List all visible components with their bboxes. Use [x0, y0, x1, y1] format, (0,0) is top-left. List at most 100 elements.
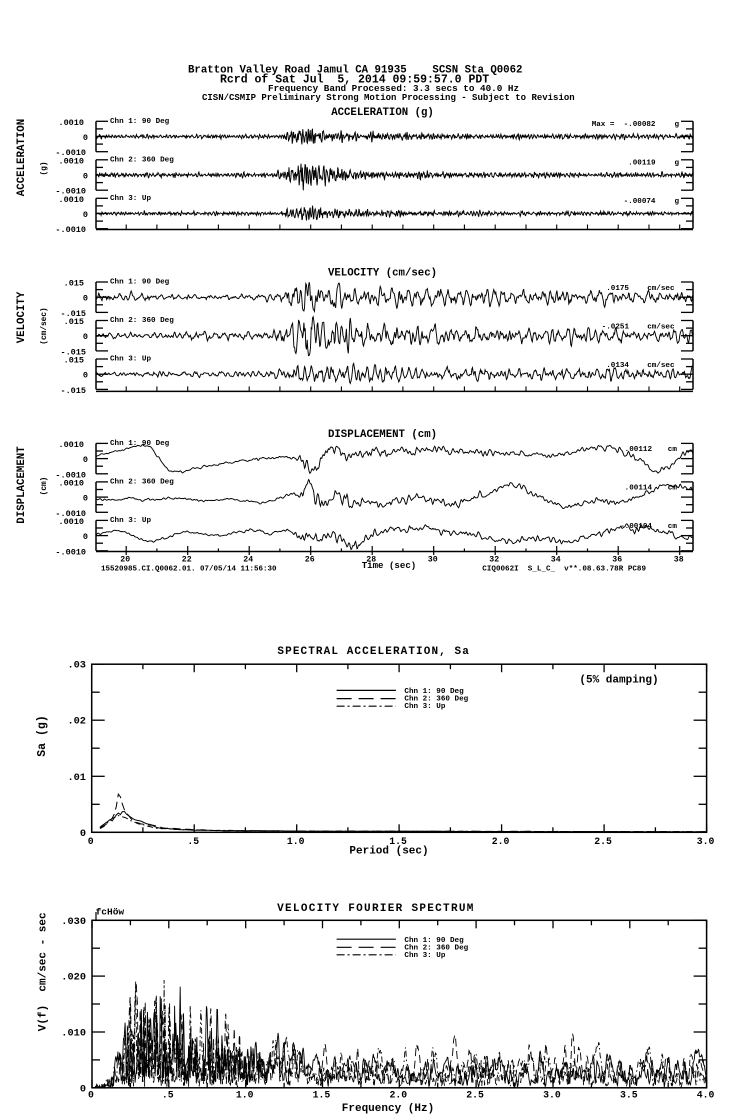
svg-text:SPECTRAL ACCELERATION, Sa: SPECTRAL ACCELERATION, Sa	[277, 646, 470, 658]
svg-text:Sa (g): Sa (g)	[36, 715, 49, 756]
svg-text:28: 28	[366, 556, 376, 565]
svg-text:-.0010: -.0010	[55, 509, 86, 519]
svg-text:0: 0	[83, 455, 88, 465]
svg-text:26: 26	[305, 556, 315, 565]
svg-text:0: 0	[88, 1090, 94, 1101]
svg-text:g: g	[675, 121, 680, 129]
svg-text:2.0: 2.0	[492, 836, 510, 847]
svg-text:(5% damping): (5% damping)	[579, 674, 658, 686]
svg-text:.015: .015	[64, 356, 84, 366]
svg-text:-.00104: -.00104	[620, 523, 652, 531]
svg-text:.0010: .0010	[58, 156, 84, 166]
svg-text:15520985.CI.Q0062.01. 07/05/14: 15520985.CI.Q0062.01. 07/05/14 11:56:30	[101, 566, 277, 574]
svg-text:0: 0	[83, 332, 88, 342]
svg-text:Chn 2: 360 Deg: Chn 2: 360 Deg	[404, 696, 468, 704]
svg-text:DISPLACEMENT (cm): DISPLACEMENT (cm)	[328, 429, 437, 441]
svg-text:cm: cm	[668, 446, 678, 454]
svg-text:.0010: .0010	[58, 440, 84, 450]
svg-text:g: g	[675, 198, 680, 206]
svg-text:Max = -.00082: Max = -.00082	[592, 121, 656, 129]
svg-text:cm/sec: cm/sec	[647, 362, 675, 370]
svg-text:.0134: .0134	[606, 362, 629, 370]
svg-text:Chn 2: 360 Deg: Chn 2: 360 Deg	[110, 479, 174, 487]
svg-text:fcHöw: fcHöw	[96, 907, 125, 918]
svg-text:0: 0	[80, 828, 86, 840]
svg-text:VELOCITY FOURIER SPECTRUM: VELOCITY FOURIER SPECTRUM	[277, 903, 475, 915]
svg-text:.0010: .0010	[58, 118, 84, 128]
svg-text:Chn 1: 90 Deg: Chn 1: 90 Deg	[110, 279, 170, 287]
svg-text:.02: .02	[67, 716, 86, 728]
svg-text:Chn 3: Up: Chn 3: Up	[404, 952, 445, 960]
svg-text:ACCELERATION (g): ACCELERATION (g)	[331, 107, 434, 119]
svg-text:4.0: 4.0	[697, 1090, 715, 1101]
svg-text:34: 34	[551, 556, 561, 565]
svg-text:.015: .015	[64, 279, 84, 289]
svg-text:.03: .03	[67, 660, 86, 672]
svg-text:32: 32	[489, 556, 499, 565]
svg-text:Chn 2: 360 Deg: Chn 2: 360 Deg	[110, 317, 174, 325]
svg-text:3.5: 3.5	[620, 1090, 638, 1101]
svg-text:cm: cm	[668, 485, 678, 493]
svg-text:-.015: -.015	[60, 309, 86, 319]
svg-text:1.5: 1.5	[389, 836, 407, 847]
svg-text:Chn 1: 90 Deg: Chn 1: 90 Deg	[110, 118, 170, 126]
svg-text:-.00074: -.00074	[624, 198, 656, 206]
svg-text:0: 0	[83, 294, 88, 304]
svg-text:cm/sec: cm/sec	[647, 324, 675, 332]
svg-text:VELOCITY (cm/sec): VELOCITY (cm/sec)	[328, 268, 437, 280]
svg-text:.010: .010	[61, 1028, 86, 1040]
svg-text:1.0: 1.0	[287, 836, 305, 847]
svg-text:Chn 3: Up: Chn 3: Up	[110, 517, 151, 525]
svg-text:V(f) cm/sec - sec: V(f) cm/sec - sec	[38, 912, 50, 1031]
svg-text:Chn 1: 90 Deg: Chn 1: 90 Deg	[404, 688, 464, 696]
svg-text:.030: .030	[61, 916, 86, 928]
svg-text:Time (sec): Time (sec)	[362, 560, 417, 571]
svg-text:.0175: .0175	[606, 285, 629, 293]
svg-text:0: 0	[83, 210, 88, 220]
svg-text:cm/sec: cm/sec	[647, 285, 675, 293]
svg-text:Frequency (Hz): Frequency (Hz)	[342, 1103, 434, 1115]
svg-text:2.0: 2.0	[389, 1090, 407, 1101]
svg-text:22: 22	[182, 556, 192, 565]
svg-text:2.5: 2.5	[466, 1090, 484, 1101]
svg-text:Chn 2: 360 Deg: Chn 2: 360 Deg	[404, 945, 468, 953]
svg-text:Period (sec): Period (sec)	[349, 846, 428, 858]
svg-text:ACCELERATION: ACCELERATION	[16, 119, 28, 196]
svg-text:-.015: -.015	[60, 386, 86, 396]
svg-text:.00112: .00112	[625, 446, 653, 454]
svg-text:.0010: .0010	[58, 517, 84, 527]
svg-text:Bratton Valley Road Jamul CA 9: Bratton Valley Road Jamul CA 91935 SCSN …	[188, 65, 522, 77]
svg-text:-.0010: -.0010	[55, 187, 86, 197]
svg-text:0: 0	[83, 532, 88, 542]
svg-text:Chn 3: Up: Chn 3: Up	[110, 356, 151, 364]
svg-text:VELOCITY: VELOCITY	[16, 291, 28, 343]
svg-text:.5: .5	[187, 836, 199, 847]
svg-text:-.0010: -.0010	[55, 148, 86, 158]
svg-text:-.0010: -.0010	[55, 225, 86, 235]
svg-text:-.015: -.015	[60, 347, 86, 357]
svg-text:Frequency Band Processed: 3.3: Frequency Band Processed: 3.3 secs to 40…	[268, 83, 519, 94]
svg-text:0: 0	[83, 133, 88, 143]
svg-text:0: 0	[83, 494, 88, 504]
svg-text:CIQ0062I S_L_C_ v**.08.63.78: CIQ0062I S_L_C_ v**.08.63.78R PC89	[482, 565, 646, 573]
svg-text:0: 0	[83, 172, 88, 182]
svg-text:.00114: .00114	[625, 485, 653, 493]
svg-text:36: 36	[612, 556, 622, 565]
svg-text:(cm): (cm)	[41, 477, 49, 496]
svg-text:1.0: 1.0	[236, 1090, 254, 1101]
svg-text:.0010: .0010	[58, 478, 84, 488]
svg-text:(g): (g)	[41, 161, 49, 175]
svg-text:Chn 1: 90 Deg: Chn 1: 90 Deg	[110, 440, 170, 448]
svg-text:3.0: 3.0	[697, 836, 715, 847]
svg-text:24: 24	[243, 556, 253, 565]
svg-text:(cm/sec): (cm/sec)	[41, 307, 49, 344]
svg-text:cm: cm	[668, 523, 678, 531]
svg-text:38: 38	[674, 556, 684, 565]
svg-text:DISPLACEMENT: DISPLACEMENT	[16, 446, 28, 524]
svg-text:Chn 3: Up: Chn 3: Up	[110, 195, 151, 203]
svg-text:.020: .020	[61, 972, 86, 984]
svg-text:-.0010: -.0010	[55, 547, 86, 557]
svg-text:1.5: 1.5	[313, 1090, 331, 1101]
svg-text:Chn 2: 360 Deg: Chn 2: 360 Deg	[110, 157, 174, 165]
svg-text:.00119: .00119	[628, 160, 656, 168]
